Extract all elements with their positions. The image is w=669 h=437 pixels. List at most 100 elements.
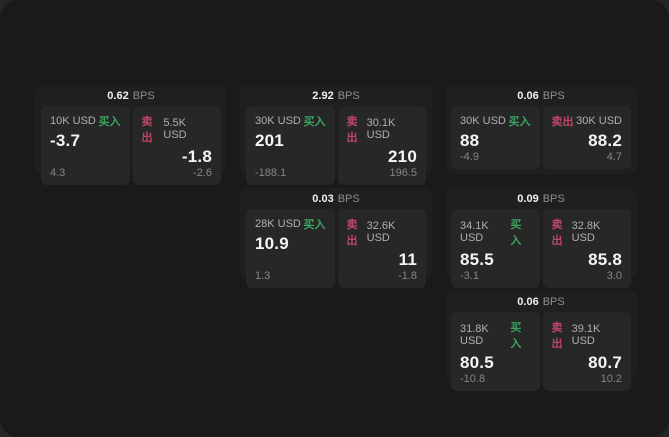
sell-price: -1.8	[181, 147, 212, 166]
buy-panel-top: 30K USD 买入	[255, 113, 326, 129]
buy-amount: 28K USD	[255, 218, 301, 230]
quote-cards-grid: 0.62 BPS 10K USD 买入 -3.7 4.3 卖出 5.5K USD	[35, 85, 637, 391]
buy-panel-top: 28K USD 买入	[255, 216, 326, 232]
sell-delta: 3.0	[606, 270, 622, 282]
quote-card-5: 0.09 BPS 34.1K USD 买入 85.5 -3.1 卖出 32.8K…	[445, 188, 637, 288]
bps-header: 0.06 BPS	[451, 296, 631, 308]
sell-price: 80.7	[588, 353, 622, 372]
bps-label: BPS	[542, 90, 565, 102]
buy-panel[interactable]: 34.1K USD 买入 85.5 -3.1	[451, 209, 540, 288]
sell-delta: -2.6	[193, 167, 212, 179]
bps-header: 0.06 BPS	[451, 90, 631, 102]
sell-amount: 5.5K USD	[163, 117, 187, 141]
sell-price: 210	[388, 147, 417, 166]
buy-price: 10.9	[255, 234, 289, 253]
bps-label: BPS	[337, 90, 360, 102]
bps-header: 0.03 BPS	[246, 193, 426, 205]
buy-amount: 30K USD	[255, 115, 301, 127]
sell-delta: -1.8	[398, 270, 417, 282]
sell-price: 88.2	[588, 131, 622, 150]
buy-amount: 30K USD	[460, 115, 506, 127]
card-body: 30K USD 买入 201 -188.1 卖出 30.1K USD 210 1…	[246, 106, 426, 185]
quote-card-6: 0.06 BPS 31.8K USD 买入 80.5 -10.8 卖出 39.1…	[445, 291, 637, 391]
buy-panel[interactable]: 31.8K USD 买入 80.5 -10.8	[451, 312, 540, 391]
sell-delta: 10.2	[600, 373, 622, 385]
buy-panel-top: 30K USD 买入	[460, 113, 531, 129]
sell-amount: 39.1K USD	[571, 323, 601, 347]
sell-panel[interactable]: 卖出 30K USD 88.2 4.7	[542, 106, 631, 169]
sell-panel-top: 卖出 32.6K USD	[347, 216, 418, 248]
sell-delta: 4.7	[606, 151, 622, 163]
buy-panel[interactable]: 28K USD 买入 10.9 1.3	[246, 209, 335, 288]
buy-amount: 31.8K USD	[460, 323, 489, 347]
bps-value: 0.62	[107, 90, 129, 102]
buy-delta: 1.3	[255, 270, 271, 282]
card-body: 30K USD 买入 88 -4.9 卖出 30K USD 88.2 4.7	[451, 106, 631, 169]
sell-panel-top: 卖出 30K USD	[552, 113, 623, 129]
sell-panel[interactable]: 卖出 30.1K USD 210 196.5	[337, 106, 426, 185]
sell-panel-top: 卖出 39.1K USD	[552, 319, 623, 351]
quote-card-4: 0.03 BPS 28K USD 买入 10.9 1.3 卖出 32.6K US…	[240, 188, 432, 288]
sell-price: 11	[398, 250, 417, 269]
buy-side-label: 买入	[303, 219, 326, 231]
sell-panel-top: 卖出 5.5K USD	[142, 113, 213, 145]
bps-value: 2.92	[312, 90, 334, 102]
buy-side-label: 买入	[303, 116, 326, 128]
sell-side-label: 卖出	[346, 116, 358, 144]
buy-price: -3.7	[50, 131, 81, 150]
sell-panel-top: 卖出 30.1K USD	[347, 113, 418, 145]
sell-side-label: 卖出	[141, 116, 153, 144]
sell-side-label: 卖出	[551, 116, 574, 128]
buy-panel-top: 31.8K USD 买入	[460, 319, 531, 351]
buy-amount: 34.1K USD	[460, 220, 489, 244]
buy-amount: 10K USD	[50, 115, 96, 127]
bps-value: 0.06	[517, 296, 539, 308]
sell-panel[interactable]: 卖出 32.8K USD 85.8 3.0	[542, 209, 631, 288]
bps-header: 0.62 BPS	[41, 90, 221, 102]
sell-amount: 30K USD	[576, 115, 622, 127]
bps-header: 0.09 BPS	[451, 193, 631, 205]
sell-panel[interactable]: 卖出 5.5K USD -1.8 -2.6	[132, 106, 221, 185]
buy-panel[interactable]: 30K USD 买入 201 -188.1	[246, 106, 335, 185]
buy-delta: -3.1	[460, 270, 479, 282]
sell-side-label: 卖出	[551, 322, 563, 350]
bps-label: BPS	[132, 90, 155, 102]
buy-panel[interactable]: 30K USD 买入 88 -4.9	[451, 106, 540, 169]
bps-label: BPS	[337, 193, 360, 205]
buy-delta: 4.3	[50, 167, 66, 179]
card-body: 28K USD 买入 10.9 1.3 卖出 32.6K USD 11 -1.8	[246, 209, 426, 288]
buy-panel-top: 10K USD 买入	[50, 113, 121, 129]
sell-price: 85.8	[588, 250, 622, 269]
buy-panel-top: 34.1K USD 买入	[460, 216, 531, 248]
sell-side-label: 卖出	[551, 219, 563, 247]
buy-delta: -188.1	[255, 167, 287, 179]
buy-delta: -10.8	[460, 373, 486, 385]
sell-amount: 32.6K USD	[366, 220, 396, 244]
bps-label: BPS	[542, 193, 565, 205]
buy-price: 85.5	[460, 250, 494, 269]
buy-delta: -4.9	[460, 151, 479, 163]
sell-panel-top: 卖出 32.8K USD	[552, 216, 623, 248]
buy-side-label: 买入	[510, 322, 522, 350]
sell-panel[interactable]: 卖出 32.6K USD 11 -1.8	[337, 209, 426, 288]
sell-amount: 30.1K USD	[366, 117, 396, 141]
card-body: 10K USD 买入 -3.7 4.3 卖出 5.5K USD -1.8 -2.…	[41, 106, 221, 185]
buy-price: 80.5	[460, 353, 494, 372]
quote-card-1: 0.62 BPS 10K USD 买入 -3.7 4.3 卖出 5.5K USD	[35, 85, 227, 185]
sell-side-label: 卖出	[346, 219, 358, 247]
bps-value: 0.09	[517, 193, 539, 205]
quote-card-3: 0.06 BPS 30K USD 买入 88 -4.9 卖出 30K USD	[445, 85, 637, 174]
card-body: 31.8K USD 买入 80.5 -10.8 卖出 39.1K USD 80.…	[451, 312, 631, 391]
buy-side-label: 买入	[98, 116, 121, 128]
bps-value: 0.06	[517, 90, 539, 102]
buy-side-label: 买入	[508, 116, 531, 128]
sell-panel[interactable]: 卖出 39.1K USD 80.7 10.2	[542, 312, 631, 391]
bps-label: BPS	[542, 296, 565, 308]
sell-amount: 32.8K USD	[571, 220, 601, 244]
quote-card-2: 2.92 BPS 30K USD 买入 201 -188.1 卖出 30.1K …	[240, 85, 432, 185]
buy-side-label: 买入	[510, 219, 522, 247]
buy-price: 88	[460, 131, 480, 150]
bps-header: 2.92 BPS	[246, 90, 426, 102]
buy-panel[interactable]: 10K USD 买入 -3.7 4.3	[41, 106, 130, 185]
